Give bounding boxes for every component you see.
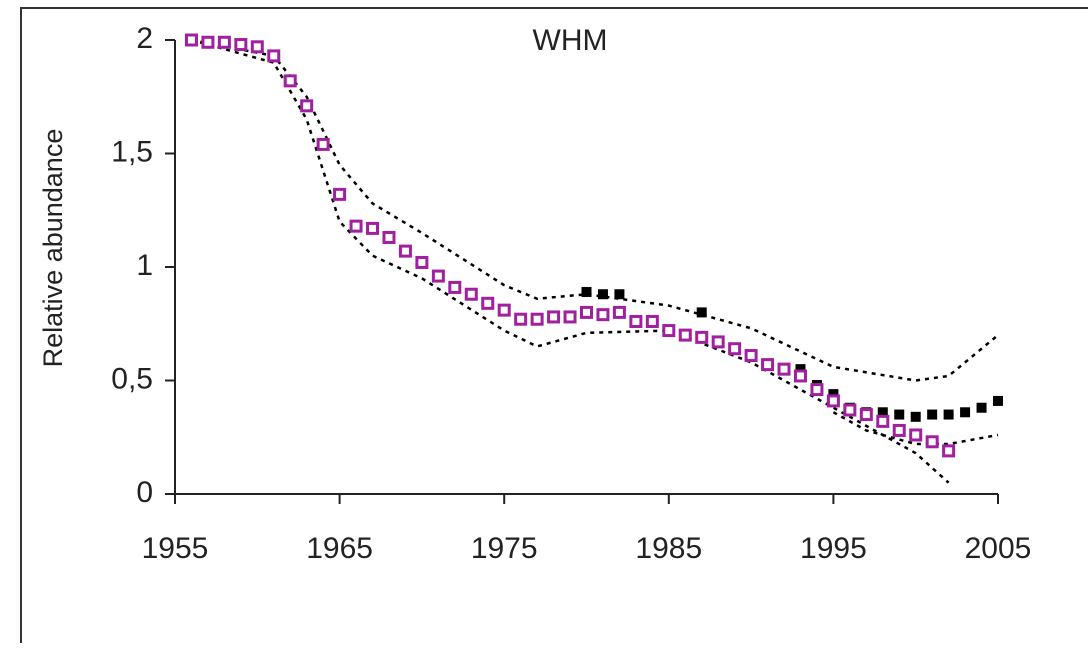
- marker: [547, 310, 561, 324]
- dashed-line: [191, 38, 999, 382]
- marker: [431, 269, 445, 283]
- y-tick-label: 0,5: [111, 362, 153, 395]
- marker: [267, 49, 281, 63]
- y-tick-label: 1: [136, 249, 153, 282]
- marker: [892, 423, 906, 437]
- marker: [810, 383, 824, 397]
- x-tick-label: 1985: [635, 532, 702, 565]
- marker: [711, 335, 725, 349]
- marker: [695, 330, 709, 344]
- marker: [826, 394, 840, 408]
- marker: [349, 219, 363, 233]
- marker: [497, 303, 511, 317]
- marker: [514, 312, 528, 326]
- marker: [925, 435, 939, 449]
- marker: [481, 296, 495, 310]
- marker: [744, 349, 758, 363]
- marker: [960, 407, 971, 418]
- marker: [629, 314, 643, 328]
- marker: [448, 280, 462, 294]
- marker: [300, 99, 314, 113]
- marker: [976, 402, 987, 413]
- marker: [316, 137, 330, 151]
- marker: [678, 328, 692, 342]
- x-tick-label: 2005: [965, 532, 1032, 565]
- marker: [415, 255, 429, 269]
- marker: [993, 395, 1003, 406]
- marker: [596, 308, 610, 322]
- marker: [662, 324, 676, 338]
- x-tick-label: 1965: [306, 532, 373, 565]
- marker: [910, 411, 921, 422]
- marker: [859, 408, 873, 422]
- marker: [597, 289, 608, 300]
- marker: [876, 414, 890, 428]
- marker: [398, 244, 412, 258]
- marker: [283, 74, 297, 88]
- marker: [795, 364, 806, 375]
- marker: [530, 312, 544, 326]
- marker: [614, 289, 625, 300]
- marker: [761, 358, 775, 372]
- marker: [217, 35, 231, 49]
- y-tick-label: 0: [136, 476, 153, 509]
- marker: [943, 409, 954, 420]
- dashed-line: [832, 411, 999, 446]
- marker: [250, 40, 264, 54]
- marker: [234, 38, 248, 52]
- y-axis-label: Relative abundance: [38, 129, 68, 368]
- chart-title: WHM: [533, 24, 608, 57]
- x-tick-label: 1975: [471, 532, 538, 565]
- marker: [828, 389, 839, 400]
- y-tick-label: 2: [136, 22, 153, 55]
- marker: [877, 407, 888, 418]
- marker: [580, 305, 593, 319]
- marker: [728, 342, 742, 356]
- marker: [696, 307, 707, 318]
- marker: [563, 310, 577, 324]
- marker: [909, 428, 923, 442]
- frame: [20, 7, 1088, 648]
- marker: [201, 35, 215, 49]
- marker: [927, 409, 938, 420]
- marker: [581, 286, 592, 297]
- y-tick-label: 1,5: [111, 135, 153, 168]
- marker: [464, 287, 478, 301]
- marker: [793, 369, 807, 383]
- marker: [645, 314, 659, 328]
- marker: [894, 409, 905, 420]
- x-tick-label: 1955: [142, 532, 209, 565]
- marker: [184, 33, 198, 47]
- dashed-line: [191, 38, 950, 484]
- marker: [333, 187, 347, 201]
- marker: [382, 230, 396, 244]
- x-tick-label: 1995: [800, 532, 867, 565]
- marker: [843, 403, 857, 417]
- marker: [366, 221, 380, 235]
- marker: [942, 444, 956, 458]
- marker: [612, 305, 626, 319]
- marker: [777, 362, 791, 376]
